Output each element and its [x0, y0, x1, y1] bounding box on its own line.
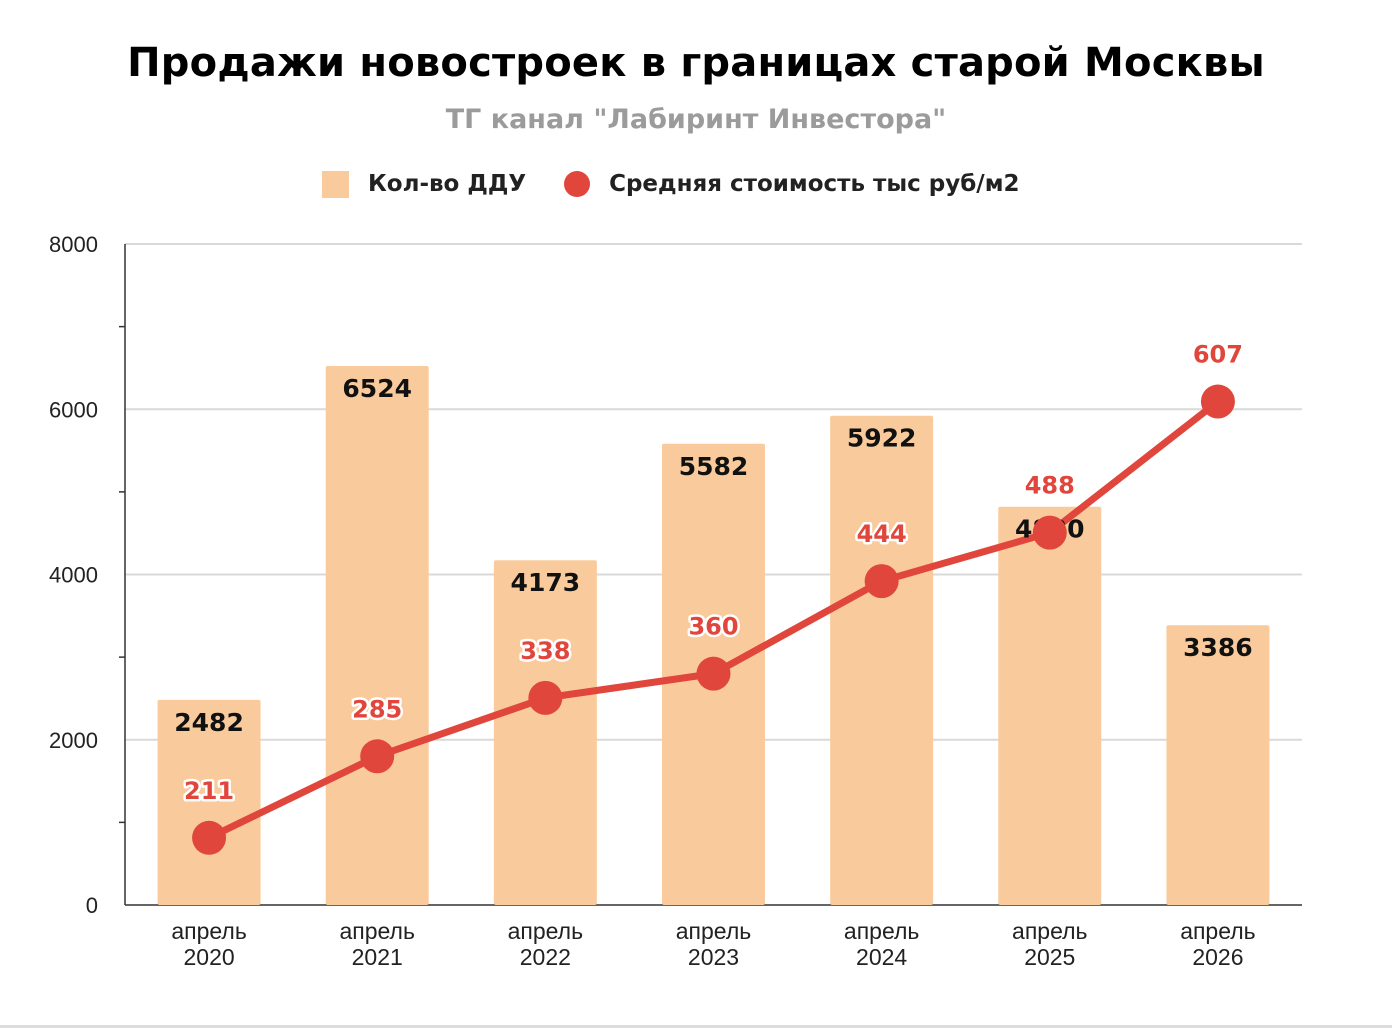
- x-tick-label: апрель 2020: [171, 918, 246, 970]
- legend-label-bars: Кол-во ДДУ: [368, 171, 527, 197]
- legend-label-line: Средняя стоимость тыс руб/м2: [609, 171, 1020, 197]
- legend-line-swatch: [564, 171, 591, 197]
- bar-value-label: 3386: [1183, 633, 1253, 662]
- line-value-label: 360: [688, 613, 738, 641]
- line-value-label: 444: [857, 520, 907, 548]
- line-point: [360, 739, 395, 774]
- line-value-label: 211: [184, 777, 234, 805]
- bar: [325, 365, 429, 906]
- line-point: [696, 656, 731, 691]
- line-value-label: 285: [352, 695, 402, 723]
- line-point: [1032, 515, 1067, 550]
- bar: [493, 560, 597, 905]
- legend-item-bars: Кол-во ДДУ: [322, 170, 527, 198]
- x-tick-label: апрель 2024: [844, 918, 919, 970]
- bar-value-label: 2482: [174, 708, 244, 737]
- y-tick-label: 2000: [49, 728, 98, 753]
- x-tick-label: апрель 2021: [339, 918, 414, 970]
- x-tick-label: апрель 2022: [508, 918, 583, 970]
- y-tick-label: 4000: [49, 563, 98, 588]
- line-value-label: 607: [1193, 341, 1243, 369]
- legend-bar-swatch: [322, 170, 349, 198]
- line-value-label: 488: [1025, 472, 1075, 500]
- chart-subtitle: ТГ канал "Лабиринт Инвестора": [445, 104, 947, 135]
- y-tick-label: 6000: [49, 397, 98, 422]
- line-point: [528, 680, 563, 715]
- line-point: [1200, 384, 1235, 419]
- legend: Кол-во ДДУ Средняя стоимость тыс руб/м2: [322, 168, 1058, 200]
- y-tick-label: 8000: [49, 232, 98, 257]
- bar: [157, 699, 261, 905]
- legend-item-line: Средняя стоимость тыс руб/м2: [564, 171, 1020, 197]
- bar: [1166, 625, 1270, 905]
- line-point: [864, 564, 899, 599]
- y-tick-label: 0: [86, 893, 98, 918]
- x-tick-label: апрель 2026: [1180, 918, 1255, 970]
- bar: [998, 506, 1102, 905]
- bar-value-label: 5582: [679, 452, 749, 481]
- bar-value-label: 6524: [342, 374, 412, 403]
- x-tick-label: апрель 2023: [676, 918, 751, 970]
- line-value-label: 338: [520, 637, 570, 665]
- bar-value-label: 5922: [847, 424, 917, 453]
- bar: [830, 415, 934, 905]
- divider: [0, 1025, 1392, 1028]
- bar-value-label: 4173: [511, 568, 581, 597]
- chart-title: Продажи новостроек в границах старой Мос…: [127, 40, 1265, 86]
- x-tick-label: апрель 2025: [1012, 918, 1087, 970]
- line-point: [192, 820, 227, 855]
